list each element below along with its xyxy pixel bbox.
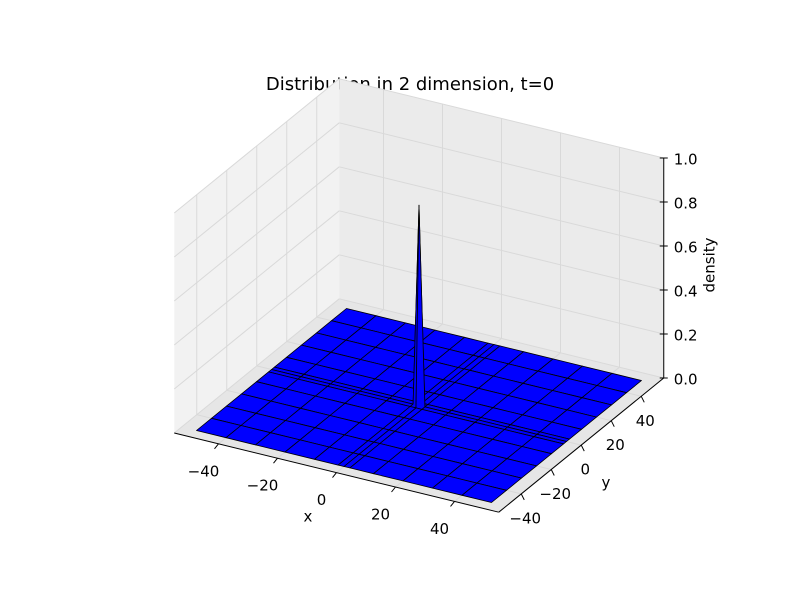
y-tick-label: −20	[539, 485, 571, 503]
grid-line	[173, 298, 340, 434]
y-tick	[550, 469, 555, 476]
x-tick-label: 0	[317, 491, 327, 509]
x-tick	[273, 457, 278, 464]
grid-line	[173, 122, 340, 258]
surface-cell	[461, 482, 507, 503]
y-tick-label: 40	[636, 412, 655, 430]
grid-line	[173, 78, 340, 214]
chart-title: Distribution in 2 dimension, t=0	[266, 74, 554, 95]
y-tick	[640, 396, 645, 403]
grid-line	[339, 122, 664, 203]
z-tick-label: 0.0	[674, 371, 698, 389]
grid-line	[339, 166, 664, 247]
x-axis-label: x	[304, 508, 313, 526]
z-axis-label: density	[701, 237, 719, 292]
z-tick-label: 0.2	[674, 327, 698, 345]
grid-line	[339, 78, 664, 159]
x-tick-label: −20	[247, 477, 279, 495]
y-tick-label: 0	[580, 461, 590, 479]
x-tick	[450, 501, 455, 507]
x-tick-label: 40	[430, 520, 449, 538]
y-tick	[580, 444, 585, 452]
z-tick-label: 0.8	[674, 195, 698, 213]
grid-line	[173, 254, 340, 390]
grid-line	[339, 210, 664, 291]
y-tick	[520, 493, 525, 501]
x-tick-label: −40	[188, 462, 220, 480]
y-axis-label: y	[602, 474, 611, 492]
y-tick-label: 20	[606, 436, 625, 454]
grid-line	[339, 298, 664, 379]
z-tick-label: 0.6	[674, 239, 698, 257]
grid-line	[339, 254, 664, 335]
x-tick	[332, 472, 337, 478]
y-tick-label: −40	[509, 509, 541, 527]
z-tick-label: 1.0	[674, 151, 698, 169]
x-tick	[391, 486, 396, 493]
z-tick-label: 0.4	[674, 283, 698, 301]
x-tick	[214, 443, 219, 450]
grid-line	[173, 166, 340, 302]
y-tick	[610, 420, 615, 427]
x-tick-label: 20	[371, 506, 390, 524]
grid-line	[173, 210, 340, 346]
